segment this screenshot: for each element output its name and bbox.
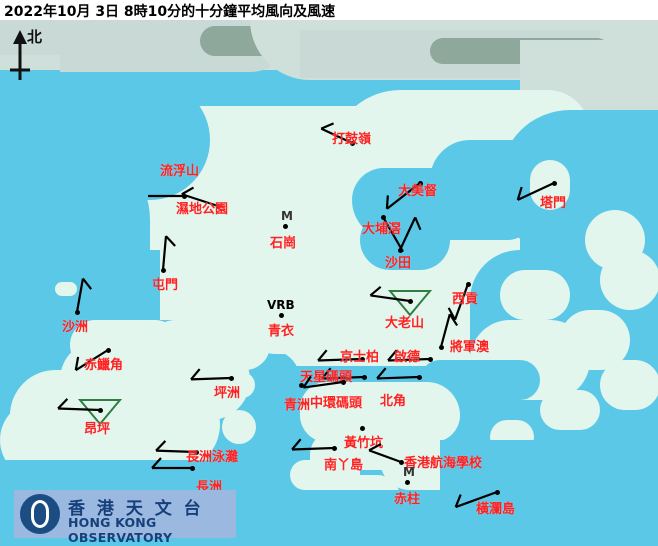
wind-barb-icon: [516, 182, 555, 201]
station-name-label: 屯門: [152, 278, 179, 293]
hko-logo: 香 港 天 文 台 HONG KONG OBSERVATORY: [14, 490, 236, 545]
station-name-label: 大美督: [398, 184, 438, 199]
station-dot: [75, 310, 80, 315]
station-name-label: 將軍澳: [450, 340, 490, 355]
station-name-label: 大老山: [385, 316, 425, 331]
station-name-label: 沙洲: [62, 320, 89, 335]
station-dot: [381, 215, 386, 220]
station-name-label: 青衣: [268, 324, 295, 339]
station-name-label: 濕地公園: [176, 202, 229, 217]
mountain-marker-label: M: [281, 209, 293, 223]
wind-barb-icon: [75, 277, 93, 313]
station-name-label: 塔門: [540, 196, 567, 211]
station-name-label: 長洲泳灘: [186, 450, 239, 465]
station-dot: [299, 383, 304, 388]
station-dot: [360, 357, 365, 362]
hko-logo-zh: 香 港 天 文 台: [68, 499, 204, 519]
station-name-label: 大埔滘: [362, 222, 402, 237]
page-title: 2022年10月 3日 8時10分的十分鐘平均風向及風速: [4, 4, 336, 20]
station-dot: [194, 450, 199, 455]
wind-barb-icon: [181, 186, 219, 208]
wind-barb-icon: [155, 440, 197, 454]
station-dot: [190, 466, 195, 471]
title-bar: 2022年10月 3日 8時10分的十分鐘平均風向及風速: [0, 0, 658, 20]
station-dot: [398, 248, 403, 253]
hko-logo-en: HONG KONG OBSERVATORY: [68, 515, 173, 545]
wind-barb-icon: [74, 349, 109, 372]
station-dot: [418, 181, 423, 186]
station-dot: [182, 194, 187, 199]
station-name-label: 赤鱲角: [84, 358, 124, 373]
station-dot: [216, 204, 221, 209]
north-label: 北: [27, 28, 43, 46]
station-name-label: 赤柱: [394, 492, 421, 507]
wind-barb-icon: [447, 283, 470, 321]
station-dot: [495, 490, 500, 495]
wind-barb-icon: [376, 367, 420, 380]
wind-barb-icon: [148, 194, 184, 198]
wind-barb-icon: [161, 235, 176, 271]
station-name-label: 香港航海學校: [404, 456, 483, 471]
wind-barb-icon: [439, 313, 459, 348]
wind-barb-icon: [320, 122, 353, 144]
station-dot: [360, 426, 365, 431]
mountain-station-triangle-icon: [77, 398, 123, 430]
station-dot: [283, 224, 288, 229]
wind-barb-icon: [151, 457, 192, 470]
station-name-label: 天星碼頭: [300, 370, 353, 385]
north-arrow-icon: [6, 28, 46, 84]
wind-barb-icon: [399, 216, 422, 251]
hong-kong-wind-map[interactable]: 北 打鼓嶺流浮山濕地公園 M 石崗 大美督塔門大埔滘沙田屯門沙洲赤鱲角 西貢大老山 VRB…: [0, 20, 658, 546]
wind-barb-icon: [369, 285, 411, 303]
station-dot: [98, 408, 103, 413]
station-dot: [439, 345, 444, 350]
station-dot: [332, 446, 337, 451]
station-dot: [417, 375, 422, 380]
wind-barb-icon: [321, 367, 365, 380]
station-name-label: 中環碼頭: [310, 396, 363, 411]
wind-barb-icon: [385, 182, 421, 210]
mountain-station-triangle-icon: [387, 289, 433, 321]
station-dot: [350, 141, 355, 146]
station-name-label: 北角: [380, 394, 407, 409]
station-dot: [161, 268, 166, 273]
station-dot: [399, 460, 404, 465]
wind-barb-icon: [291, 438, 335, 451]
station-name-label: 京士柏: [340, 350, 380, 365]
station-dot: [229, 376, 234, 381]
station-dot: [466, 282, 471, 287]
wind-barb-icon: [387, 349, 431, 362]
station-name-label: 啟德: [394, 350, 421, 365]
wind-barb-icon: [190, 368, 232, 381]
station-dot: [106, 348, 111, 353]
station-dot: [279, 313, 284, 318]
station-dot: [428, 357, 433, 362]
station-name-label: 打鼓嶺: [332, 132, 372, 147]
wind-barb-icon: [302, 375, 344, 389]
station-dot: [408, 299, 413, 304]
station-name-label: 南丫島: [324, 458, 364, 473]
station-dot: [552, 181, 557, 186]
wind-barb-icon: [454, 490, 498, 509]
station-name-label: 流浮山: [160, 164, 200, 179]
wind-barb-icon: [57, 398, 101, 412]
station-name-label: 青洲: [284, 398, 311, 413]
vrb-marker-label: VRB: [267, 298, 295, 312]
station-name-label: 沙田: [385, 256, 412, 271]
mountain-marker-label: M: [403, 465, 415, 479]
station-name-label: 石崗: [270, 236, 297, 251]
wind-barb-icon: [368, 443, 402, 464]
station-name-label: 坪洲: [214, 386, 241, 401]
station-dot: [362, 375, 367, 380]
wind-barb-icon: [382, 216, 404, 253]
station-dot: [341, 380, 346, 385]
station-name-label: 昂坪: [84, 422, 111, 437]
wind-barb-icon: [317, 349, 363, 362]
station-name-label: 西貢: [452, 292, 479, 307]
station-dot: [405, 480, 410, 485]
station-name-label: 橫瀾島: [476, 502, 516, 517]
hko-logo-icon: [20, 494, 60, 534]
